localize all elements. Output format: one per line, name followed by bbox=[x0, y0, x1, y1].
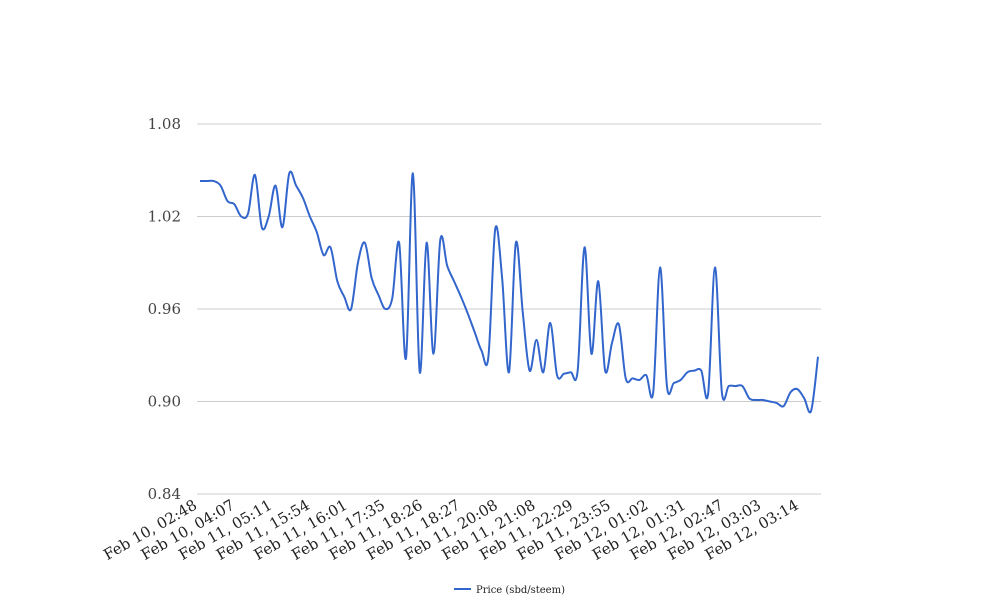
gridlines bbox=[197, 123, 821, 495]
y-axis-tick-labels: 0.84 0.90 0.96 1.02 1.08 bbox=[148, 115, 181, 503]
y-tick-label: 1.08 bbox=[148, 115, 181, 133]
y-tick-label: 0.90 bbox=[148, 393, 181, 411]
y-tick-label: 1.02 bbox=[148, 208, 181, 226]
legend-label-price: Price (sbd/steem) bbox=[476, 585, 565, 596]
y-tick-label: 0.96 bbox=[148, 300, 181, 318]
series-layer bbox=[199, 170, 819, 414]
series-line-price bbox=[199, 170, 819, 414]
legend: Price (sbd/steem) bbox=[454, 585, 565, 596]
y-tick-label: 0.84 bbox=[148, 485, 181, 503]
